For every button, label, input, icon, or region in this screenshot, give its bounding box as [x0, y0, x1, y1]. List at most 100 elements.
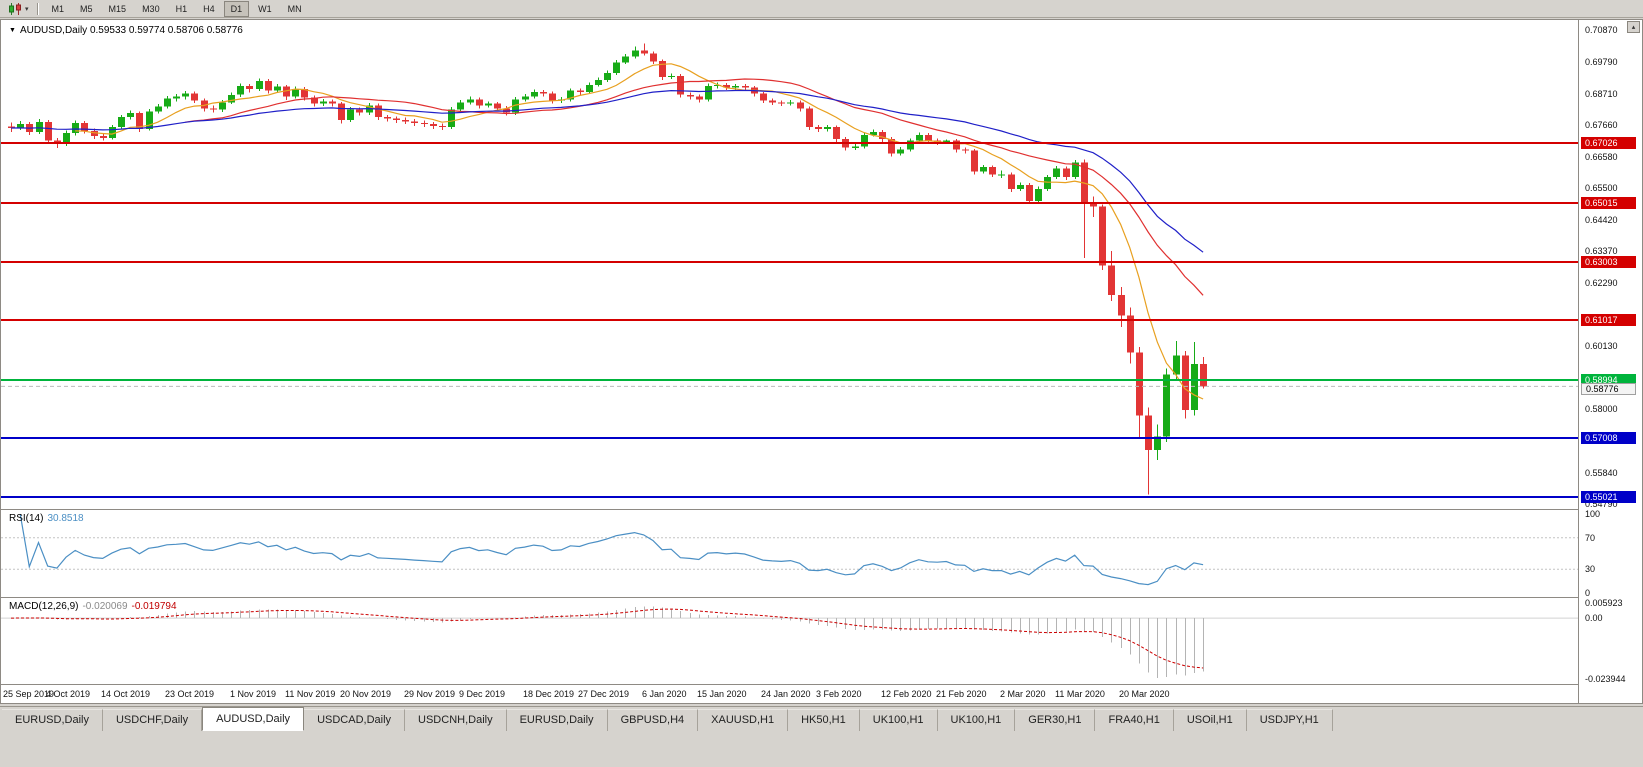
tab-usdcad-daily[interactable]: USDCAD,Daily: [304, 709, 406, 731]
price-axis[interactable]: 0.70870 0.69790 0.68710 0.67660 0.66580 0.655…: [1579, 20, 1642, 703]
price-line-tag: 0.55021: [1581, 491, 1636, 503]
date-axis[interactable]: 25 Sep 2019 4 Oct 2019 14 Oct 2019 23 Oct 2…: [1, 685, 1578, 703]
macd-label: MACD(12,26,9): [9, 601, 79, 612]
tab-hk50-h1[interactable]: HK50,H1: [788, 709, 860, 731]
date-axis-label: 29 Nov 2019: [404, 689, 456, 699]
timeframe-button-m30[interactable]: M30: [142, 3, 160, 14]
rsi-axis-label: 70: [1585, 533, 1596, 543]
rsi-axis-label: 100: [1585, 509, 1601, 519]
date-axis-label: 27 Dec 2019: [578, 689, 630, 699]
scroll-up-button[interactable]: ▴: [1627, 21, 1640, 33]
chevron-down-icon: ▾: [25, 5, 29, 13]
rsi-value: 30.8518: [47, 513, 84, 524]
symbol-marker-icon: ▼: [9, 27, 16, 34]
price-axis-label: 0.67660: [1585, 120, 1618, 130]
price-axis-label: 0.60130: [1585, 341, 1618, 351]
toolbar: ▾ M1 M5 M15 M30 H1 H4 D1 W1 MN: [0, 0, 1643, 18]
date-axis-label: 9 Dec 2019: [459, 689, 506, 699]
price-line-tag: 0.57008: [1581, 432, 1636, 444]
timeframe-button-m1[interactable]: M1: [51, 3, 65, 14]
macd-main-value: -0.020069: [82, 601, 128, 612]
rsi-axis-label: 30: [1585, 564, 1596, 574]
tab-ger30-h1[interactable]: GER30,H1: [1015, 709, 1096, 731]
tab-eurusd-daily[interactable]: EURUSD,Daily: [506, 709, 608, 731]
macd-signal-value: -0.019794: [131, 601, 177, 612]
date-axis-label: 18 Dec 2019: [523, 689, 575, 699]
tab-uk100-h1[interactable]: UK100,H1: [937, 709, 1016, 731]
date-axis-label: 6 Jan 2020: [642, 689, 687, 699]
date-axis-label: 11 Mar 2020: [1055, 689, 1105, 699]
macd-axis-label: 0.005923: [1585, 598, 1623, 608]
price-line-tag: 0.67026: [1581, 137, 1636, 149]
tab-usdchf-daily[interactable]: USDCHF,Daily: [102, 709, 203, 731]
tab-eurusd-daily[interactable]: EURUSD,Daily: [2, 709, 103, 731]
price-axis-label: 0.70870: [1585, 25, 1618, 35]
date-axis-label: 2 Mar 2020: [1000, 689, 1046, 699]
date-axis-label: 25 Sep 2019: [3, 689, 55, 699]
timeframe-button-group: M1 M5 M15 M30 H1 H4 D1 W1 MN: [44, 0, 310, 17]
date-axis-label: 24 Jan 2020: [761, 689, 811, 699]
price-axis-label: 0.62290: [1585, 278, 1618, 288]
tab-fra40-h1[interactable]: FRA40,H1: [1095, 709, 1174, 731]
rsi-panel[interactable]: [1, 510, 1578, 597]
price-line-tag: 0.65015: [1581, 197, 1636, 209]
price-axis-label: 0.63370: [1585, 246, 1618, 256]
rsi-label: RSI(14): [9, 513, 44, 524]
chart-title: ▼ AUDUSD,Daily 0.59533 0.59774 0.58706 0.…: [9, 25, 243, 36]
date-axis-divider: [1, 684, 1642, 685]
price-line-tag: 0.63003: [1581, 256, 1636, 268]
timeframe-button-h1[interactable]: H1: [175, 3, 188, 14]
macd-axis-label: -0.023944: [1585, 674, 1626, 684]
price-axis-label: 0.68710: [1585, 89, 1618, 99]
main-chart[interactable]: [1, 20, 1578, 509]
date-axis-label: 4 Oct 2019: [46, 689, 91, 699]
tab-gbpusd-h4[interactable]: GBPUSD,H4: [607, 709, 699, 731]
price-axis-label: 0.54790: [1585, 499, 1618, 509]
date-axis-label: 1 Nov 2019: [230, 689, 277, 699]
tab-xauusd-h1[interactable]: XAUUSD,H1: [698, 709, 789, 731]
tab-usdjpy-h1[interactable]: USDJPY,H1: [1246, 709, 1333, 731]
timeframe-button-mn[interactable]: MN: [287, 3, 302, 14]
price-axis-label: 0.64420: [1585, 215, 1618, 225]
chart-ohlc-title: AUDUSD,Daily 0.59533 0.59774 0.58706 0.5…: [19, 25, 243, 36]
tab-audusd-daily[interactable]: AUDUSD,Daily: [202, 707, 305, 731]
timeframe-button-h4[interactable]: H4: [203, 3, 215, 14]
bid-price-tag: 0.58776: [1581, 383, 1636, 395]
chart-type-selector[interactable]: ▾: [4, 1, 33, 17]
date-axis-label: 20 Mar 2020: [1119, 689, 1170, 699]
date-axis-label: 12 Feb 2020: [881, 689, 932, 699]
candlestick-chart-icon: [9, 2, 21, 15]
rsi-axis-label: 0: [1585, 588, 1591, 598]
price-axis-divider: [1578, 20, 1579, 703]
price-line-tag: 0.61017: [1581, 314, 1636, 326]
price-axis-label: 0.69790: [1585, 57, 1618, 67]
tab-uk100-h1[interactable]: UK100,H1: [859, 709, 938, 731]
date-axis-label: 15 Jan 2020: [697, 689, 747, 699]
rsi-panel-divider[interactable]: [1, 509, 1642, 510]
tab-usoil-h1[interactable]: USOil,H1: [1173, 709, 1247, 731]
date-axis-label: 23 Oct 2019: [165, 689, 215, 699]
price-axis-label: 0.58000: [1585, 404, 1618, 414]
macd-axis-label: 0.00: [1585, 613, 1603, 623]
price-axis-label: 0.55840: [1585, 468, 1618, 478]
price-axis-label: 0.65500: [1585, 183, 1618, 193]
timeframe-button-d1[interactable]: D1: [223, 0, 250, 17]
price-axis-label: 0.66580: [1585, 152, 1618, 162]
date-axis-label: 20 Nov 2019: [340, 689, 392, 699]
chart-tabs-bar: EURUSD,Daily USDCHF,Daily AUDUSD,Daily USDC…: [0, 706, 1643, 731]
date-axis-label: 3 Feb 2020: [816, 689, 862, 699]
macd-panel-divider[interactable]: [1, 597, 1642, 598]
timeframe-button-m5[interactable]: M5: [80, 3, 93, 14]
date-axis-label: 14 Oct 2019: [101, 689, 151, 699]
timeframe-button-m15[interactable]: M15: [108, 3, 127, 14]
macd-title: MACD(12,26,9) -0.020069 -0.019794: [9, 601, 177, 612]
timeframe-button-w1[interactable]: W1: [258, 3, 272, 14]
rsi-title: RSI(14) 30.8518: [9, 513, 84, 524]
tab-usdcnh-daily[interactable]: USDCNH,Daily: [405, 709, 507, 731]
toolbar-separator: [36, 2, 38, 15]
chart-window: ▼ AUDUSD,Daily 0.59533 0.59774 0.58706 0.…: [0, 19, 1643, 704]
date-axis-label: 21 Feb 2020: [936, 689, 987, 699]
date-axis-label: 11 Nov 2019: [285, 689, 336, 699]
macd-panel[interactable]: [1, 598, 1578, 684]
